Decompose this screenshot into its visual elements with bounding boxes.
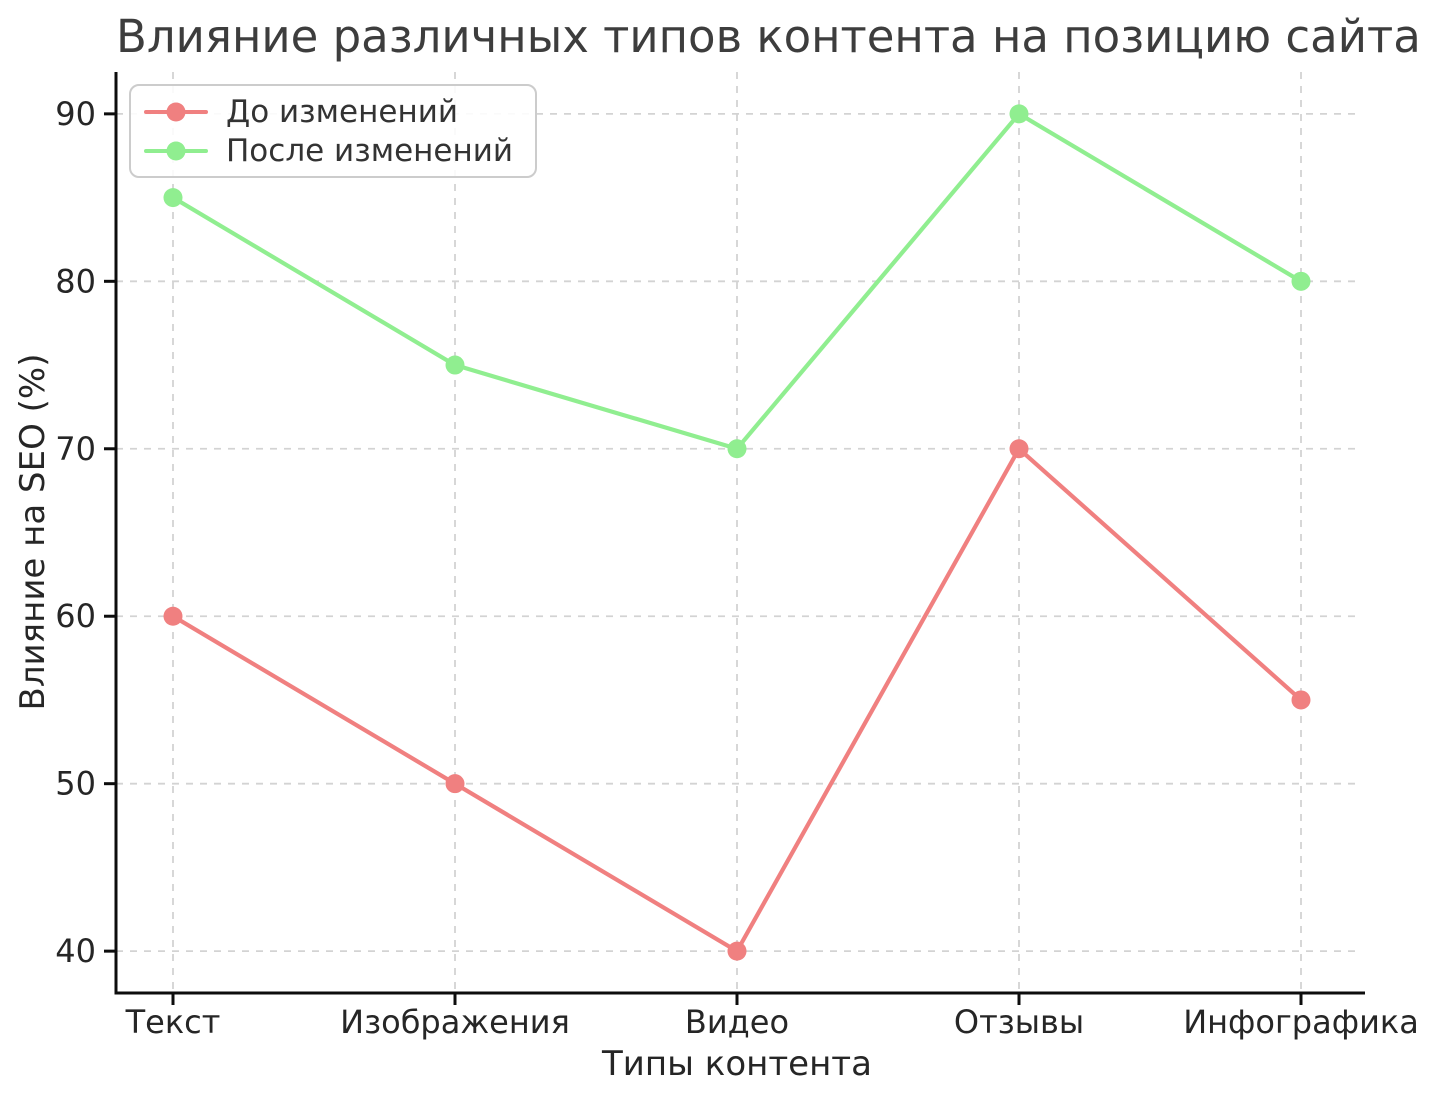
data-point (1291, 271, 1311, 291)
data-point (727, 941, 747, 961)
y-tick-label: 40 (55, 932, 96, 970)
x-tick-label: Отзывы (954, 1003, 1084, 1041)
legend-line-marker-red (144, 102, 208, 122)
legend: До изменений После изменений (129, 84, 538, 178)
legend-dot-green (166, 141, 186, 160)
legend-label-before: До изменений (226, 93, 459, 130)
data-point (1291, 690, 1311, 710)
x-axis-label: Типы контента (602, 1044, 872, 1084)
y-tick-label: 50 (55, 765, 96, 803)
data-point (445, 774, 465, 794)
data-point (163, 188, 183, 208)
x-tick-label: Текст (125, 1003, 221, 1041)
x-tick-label: Видео (685, 1003, 789, 1041)
data-point (445, 355, 465, 375)
legend-dot-red (166, 102, 186, 121)
legend-entry-after: После изменений (144, 132, 513, 169)
x-tick-label: Изображения (340, 1003, 570, 1041)
x-tick-label: Инфографика (1183, 1003, 1419, 1041)
legend-label-after: После изменений (226, 132, 514, 169)
data-point (1009, 104, 1029, 124)
y-tick-label: 70 (55, 430, 96, 468)
y-tick-label: 80 (55, 262, 96, 300)
data-point (163, 606, 183, 626)
data-point (1009, 439, 1029, 459)
legend-line-marker-green (144, 141, 208, 161)
data-point (727, 439, 747, 459)
y-tick-label: 60 (55, 597, 96, 635)
y-tick-label: 90 (55, 95, 96, 133)
chart-title: Влияние различных типов контента на пози… (116, 10, 1421, 63)
legend-entry-before: До изменений (144, 93, 513, 130)
